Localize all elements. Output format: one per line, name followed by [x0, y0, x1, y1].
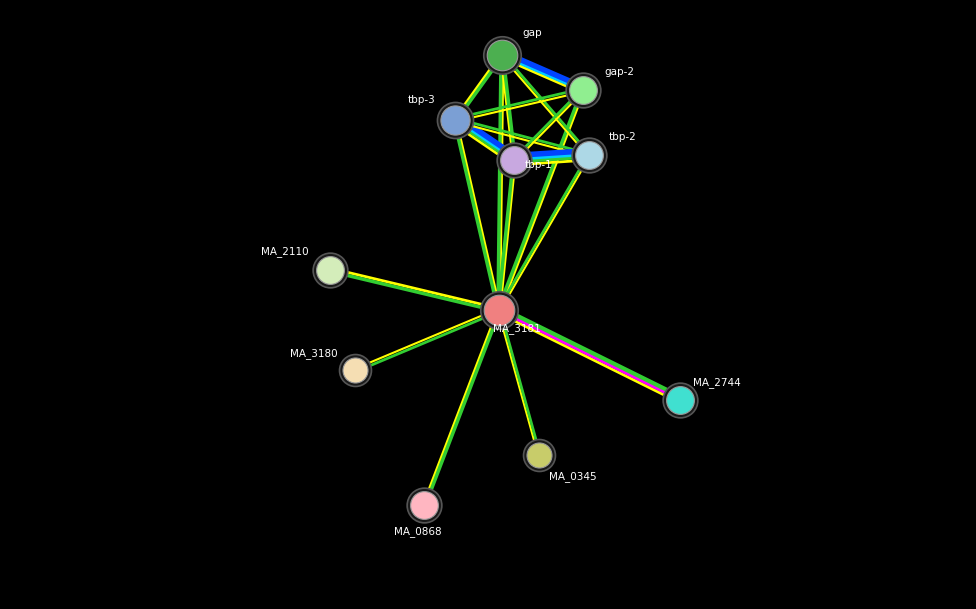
Point: [491, 305, 507, 315]
Text: MA_2744: MA_2744: [693, 377, 740, 388]
Point: [322, 265, 338, 275]
Text: MA_3181: MA_3181: [493, 323, 541, 334]
Text: MA_0345: MA_0345: [549, 471, 596, 482]
Point: [491, 305, 507, 315]
Point: [447, 115, 463, 125]
Point: [575, 85, 590, 95]
Point: [531, 450, 547, 460]
Text: tbp-3: tbp-3: [408, 96, 435, 105]
Point: [507, 155, 522, 165]
Text: MA_3180: MA_3180: [290, 348, 338, 359]
Point: [582, 150, 597, 160]
Text: gap-2: gap-2: [604, 67, 634, 77]
Point: [531, 450, 547, 460]
Point: [347, 365, 363, 375]
Point: [582, 150, 597, 160]
Text: MA_2110: MA_2110: [261, 246, 308, 257]
Point: [494, 50, 509, 60]
Text: tbp-1: tbp-1: [525, 160, 552, 170]
Point: [672, 395, 688, 404]
Point: [322, 265, 338, 275]
Point: [347, 365, 363, 375]
Point: [507, 155, 522, 165]
Point: [494, 50, 509, 60]
Point: [575, 85, 590, 95]
Point: [416, 501, 431, 510]
Text: gap: gap: [522, 29, 543, 38]
Text: tbp-2: tbp-2: [609, 132, 636, 142]
Point: [447, 115, 463, 125]
Point: [416, 501, 431, 510]
Text: MA_0868: MA_0868: [394, 526, 442, 537]
Point: [672, 395, 688, 404]
